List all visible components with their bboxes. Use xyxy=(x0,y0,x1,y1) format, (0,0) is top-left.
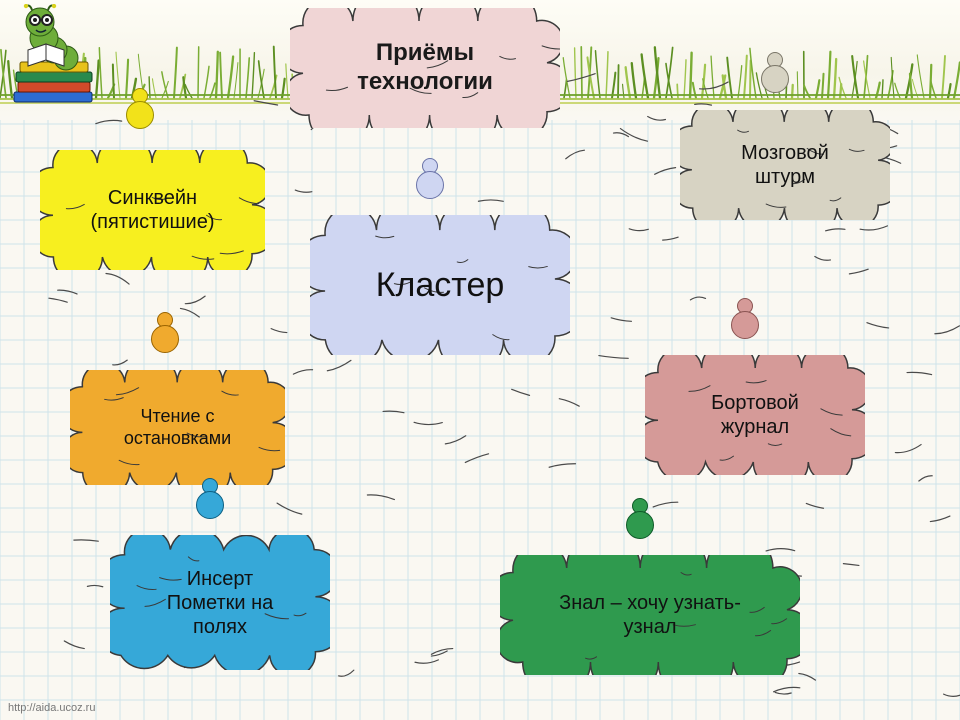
cloud-reading: Чтение с остановками xyxy=(70,370,285,485)
cloud-cluster-label: Кластер xyxy=(376,265,505,306)
cloud-logbook: Бортовой журнал xyxy=(645,355,865,475)
cloud-sinkvein-balls-icon xyxy=(127,88,153,129)
cloud-brainstorm-label: Мозговой штурм xyxy=(741,141,829,189)
cloud-insert-balls-icon xyxy=(197,478,223,519)
cloud-cluster-balls-icon xyxy=(417,158,443,199)
cloud-kwl-label: Знал – хочу узнать- узнал xyxy=(559,591,741,639)
cloud-cluster: Кластер xyxy=(310,215,570,355)
cloud-sinkvein-label: Синквейн (пятистишие) xyxy=(91,186,215,234)
cloud-kwl: Знал – хочу узнать- узнал xyxy=(500,555,800,675)
footer-credit: http://aida.ucoz.ru xyxy=(8,702,95,714)
cloud-brainstorm: Мозговой штурм xyxy=(680,110,890,220)
cloud-logbook-label: Бортовой журнал xyxy=(711,391,799,439)
cloud-title: Приёмы технологии xyxy=(290,8,560,128)
diagram-stage: Приёмы технологии Синквейн (пятистишие) … xyxy=(0,0,960,720)
cloud-brainstorm-balls-icon xyxy=(762,52,788,93)
cloud-logbook-balls-icon xyxy=(732,298,758,339)
cloud-insert-label: Инсерт Пометки на полях xyxy=(167,567,274,639)
cloud-title-label: Приёмы технологии xyxy=(357,39,493,97)
cloud-insert: Инсерт Пометки на полях xyxy=(110,535,330,670)
cloud-sinkvein: Синквейн (пятистишие) xyxy=(40,150,265,270)
bookworm-icon xyxy=(6,4,116,119)
cloud-reading-label: Чтение с остановками xyxy=(124,406,231,449)
cloud-reading-balls-icon xyxy=(152,312,178,353)
cloud-kwl-balls-icon xyxy=(627,498,653,539)
